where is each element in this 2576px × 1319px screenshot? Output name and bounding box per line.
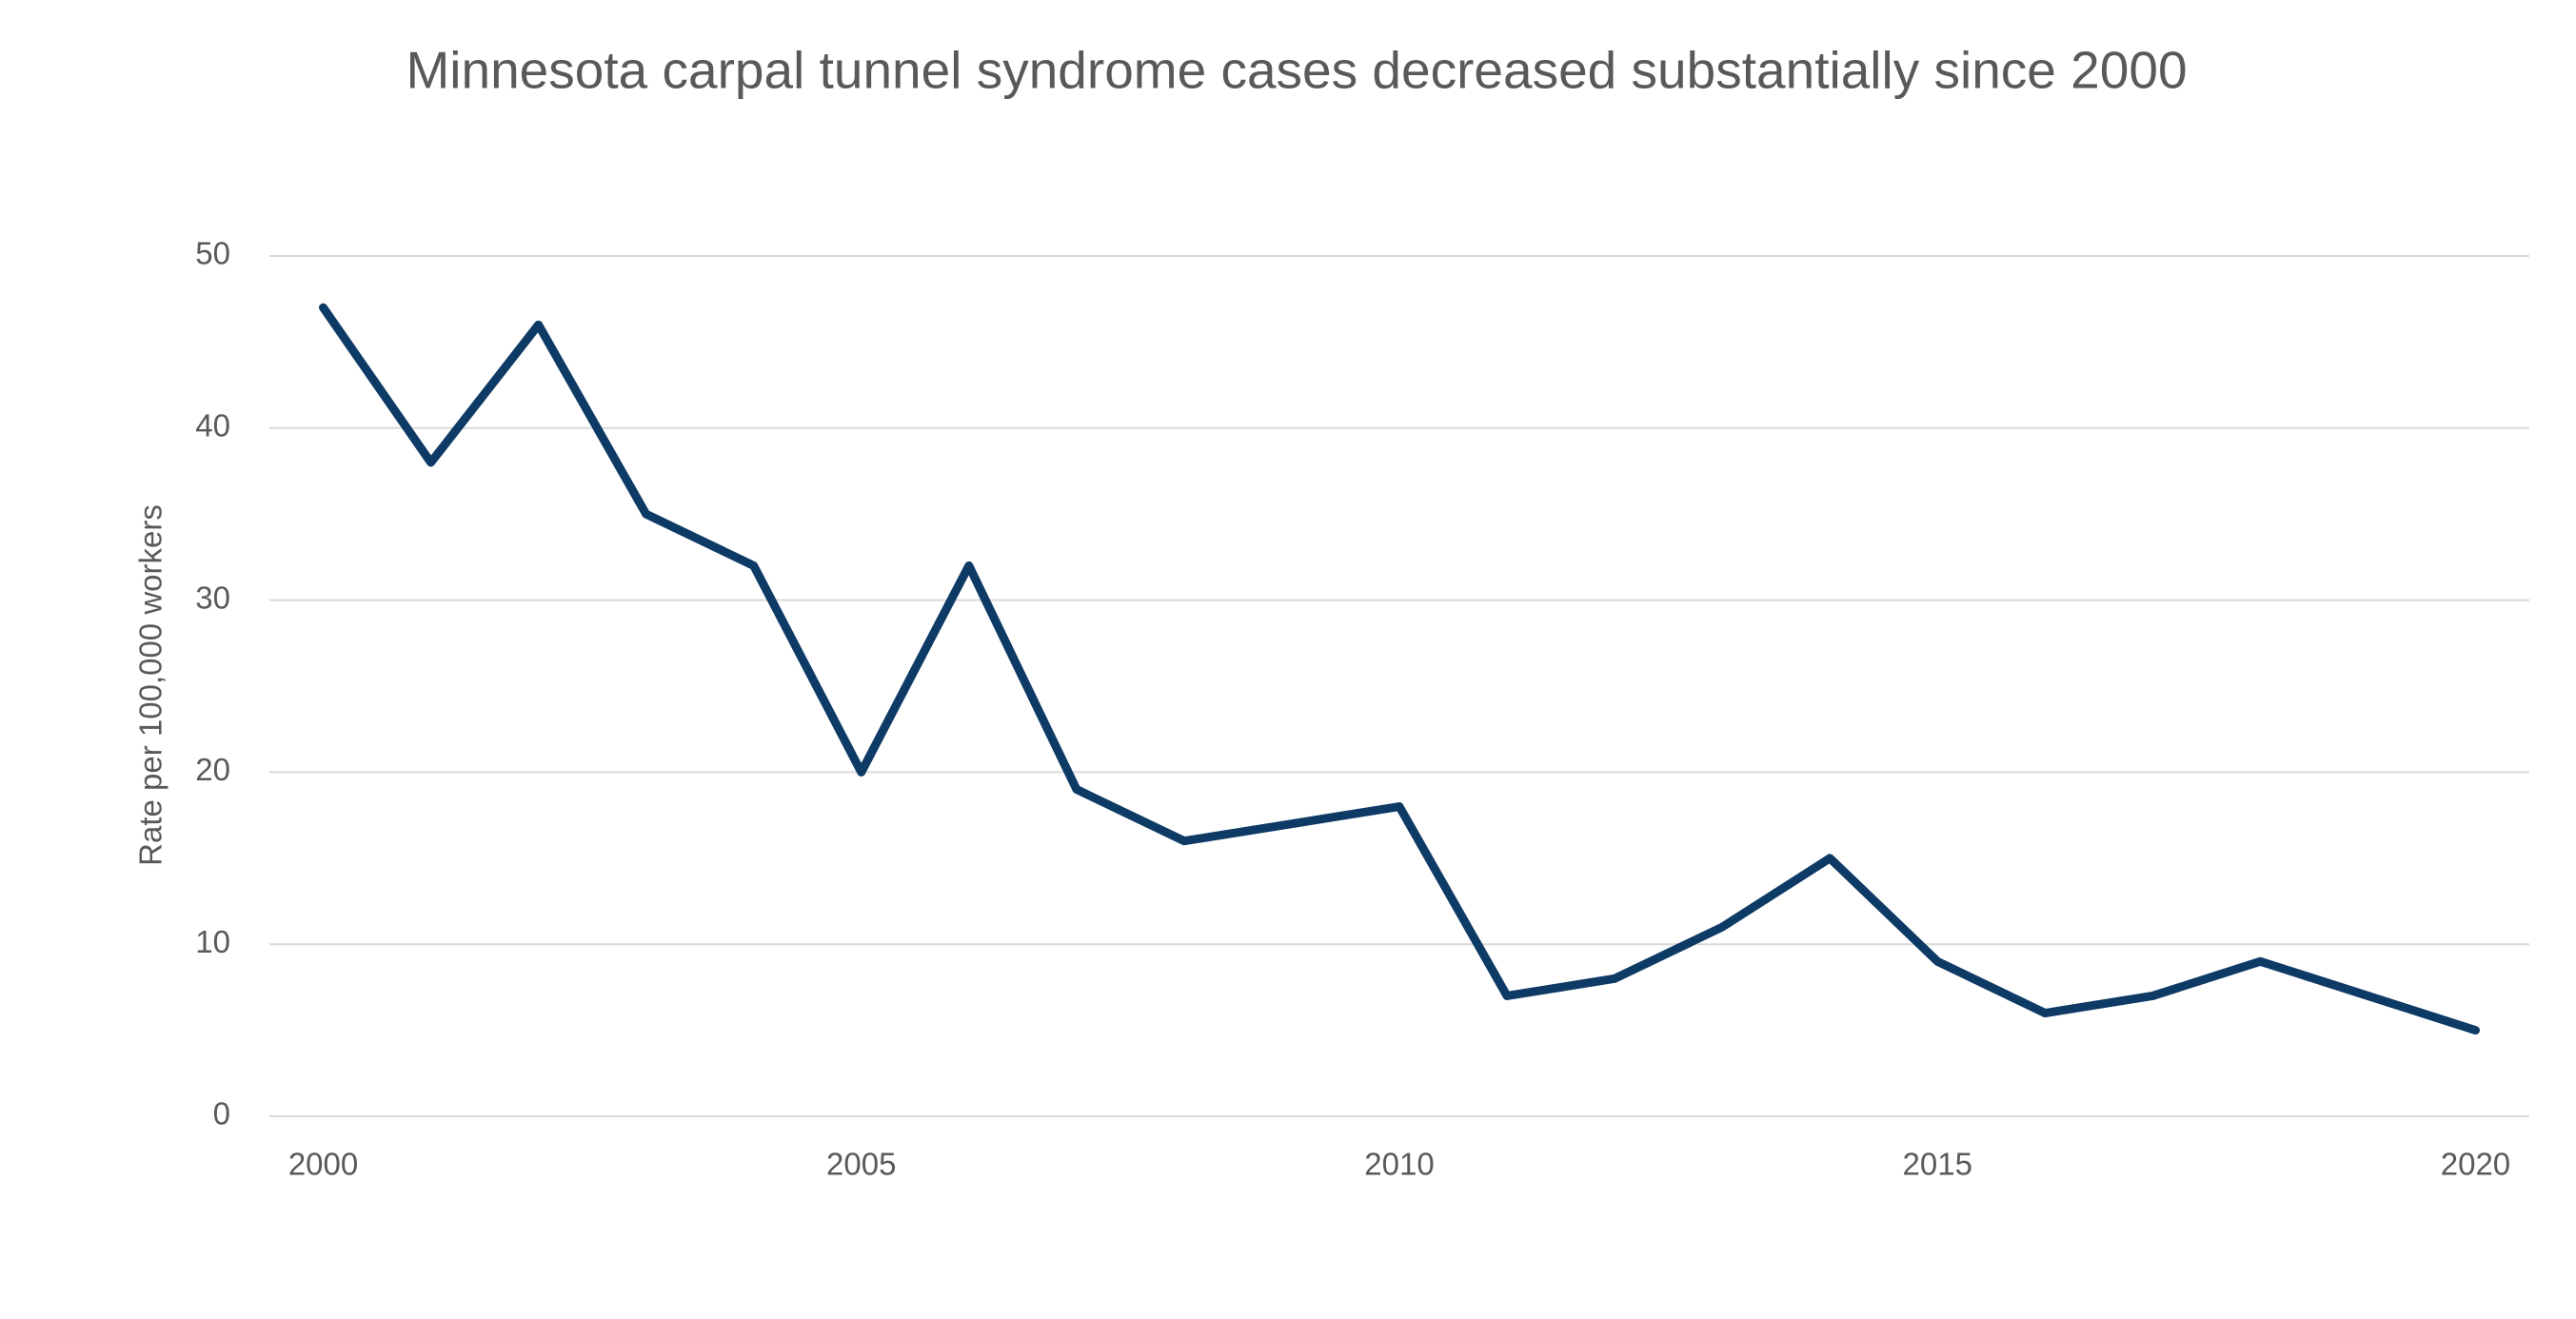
x-tick-label: 2015	[1903, 1147, 1972, 1182]
y-tick-label: 0	[213, 1096, 230, 1132]
y-tick-label: 20	[195, 752, 230, 787]
chart-title: Minnesota carpal tunnel syndrome cases d…	[406, 41, 2187, 100]
x-tick-label: 2005	[826, 1147, 896, 1182]
x-tick-label: 2020	[2441, 1147, 2510, 1182]
y-axis-label: Rate per 100,000 workers	[133, 504, 168, 866]
y-tick-label: 30	[195, 580, 230, 615]
y-tick-label: 40	[195, 408, 230, 443]
y-tick-label: 10	[195, 924, 230, 959]
data-line	[319, 303, 2480, 1035]
y-tick-label: 50	[195, 236, 230, 271]
x-tick-label: 2000	[288, 1147, 358, 1182]
x-tick-label: 2010	[1364, 1147, 1434, 1182]
